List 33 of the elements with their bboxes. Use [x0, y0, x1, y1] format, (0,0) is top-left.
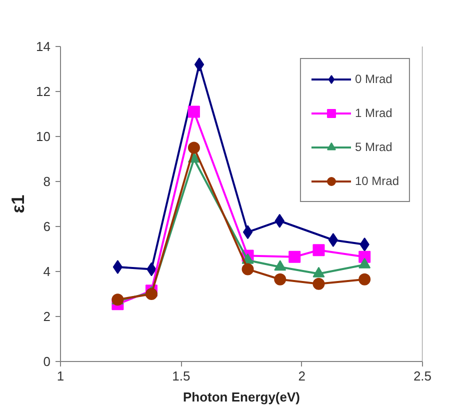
point: [145, 288, 158, 300]
point: [274, 273, 286, 286]
y-axis-title: ε1: [8, 194, 28, 214]
point: [188, 142, 200, 154]
point: [242, 263, 254, 276]
point: [360, 238, 370, 252]
y-tick-label: 12: [36, 84, 51, 99]
point: [274, 260, 286, 271]
y-tick-label: 0: [43, 354, 51, 369]
y-tick-label: 6: [43, 219, 51, 234]
y-tick-label: 14: [36, 39, 51, 54]
legend-label: 0 Mrad: [354, 72, 392, 86]
point: [242, 225, 253, 240]
x-tick-label: 1.5: [172, 368, 190, 384]
point: [112, 260, 123, 274]
point: [288, 250, 301, 263]
y-tick-label: 4: [43, 264, 51, 279]
y-tick-label: 2: [43, 309, 51, 324]
point: [358, 273, 371, 286]
point: [328, 233, 338, 247]
point: [312, 278, 325, 290]
legend-label: 5 Mrad: [354, 140, 392, 154]
point: [188, 106, 200, 118]
legend-label: 1 Mrad: [354, 106, 392, 120]
legend-label: 10 Mrad: [354, 174, 399, 188]
x-tick-label: 1: [56, 368, 64, 384]
x-tick-label: 2: [298, 368, 306, 384]
y-tick-label: 8: [43, 174, 51, 189]
y-tick-label: 10: [36, 129, 51, 144]
x-axis-title: Photon Energy(eV): [182, 390, 300, 404]
point: [312, 244, 325, 256]
x-tick-label: 2.5: [413, 368, 432, 384]
point: [194, 58, 204, 72]
